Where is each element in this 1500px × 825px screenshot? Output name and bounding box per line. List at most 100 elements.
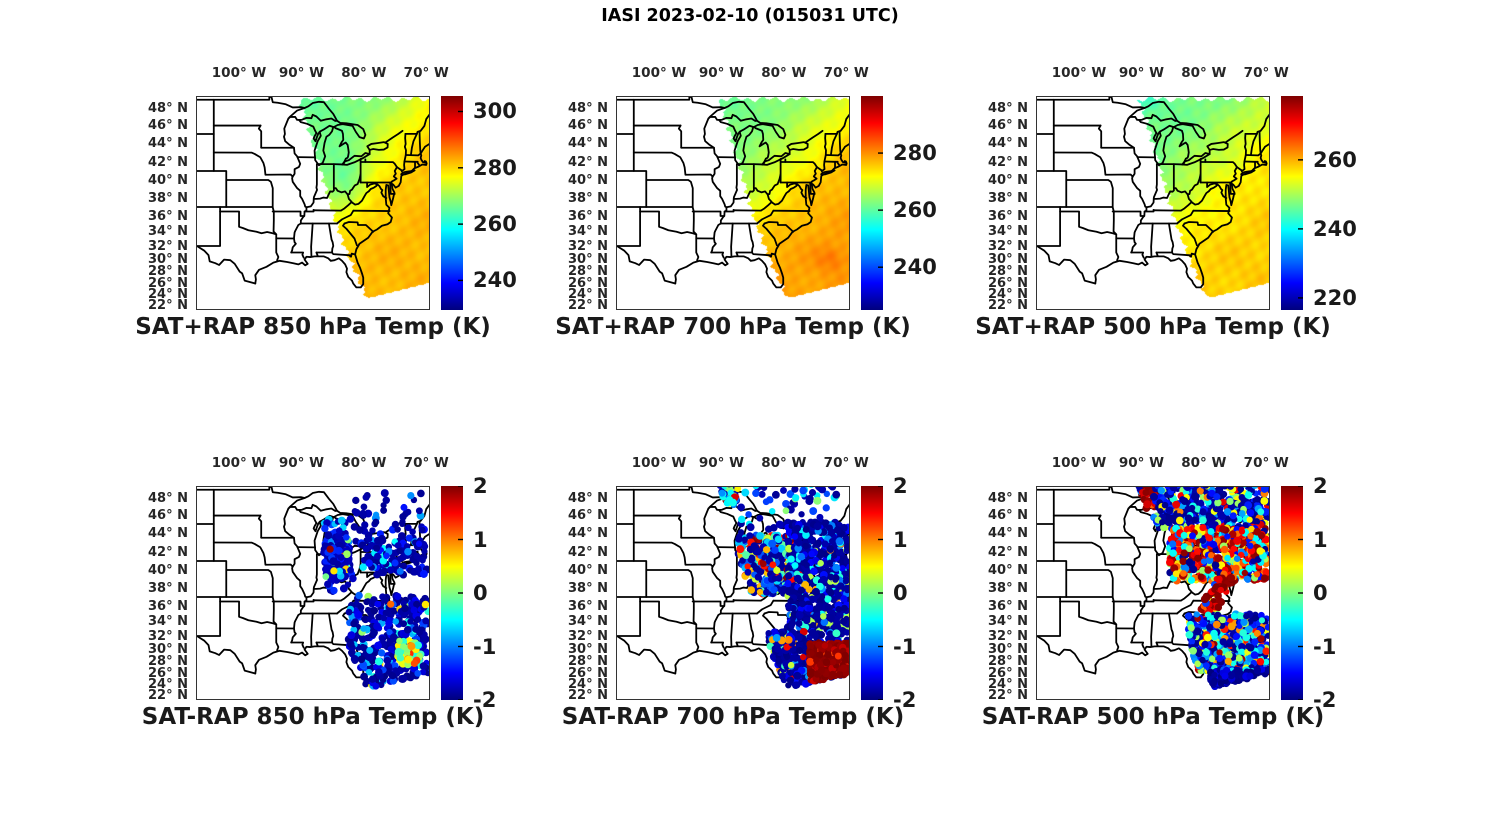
figure-title: IASI 2023-02-10 (015031 UTC) [601,6,899,26]
lat-tick-label: 40° N [988,172,1028,188]
lat-tick-label: 44° N [568,135,608,151]
lon-tick-label: 100° W [1051,65,1107,81]
lon-tick-label: 100° W [211,455,267,471]
lat-tick-label: 42° N [988,544,1028,560]
lat-tick-label: 38° N [148,580,188,596]
lat-tick-label: 26° N [148,665,188,681]
panel-title: SAT-RAP 850 hPa Temp (K) [141,704,485,730]
lon-tick-label: 100° W [631,455,687,471]
lon-tick-label: 80° W [761,455,807,471]
cbar-tick-label: -1 [1313,634,1337,659]
lat-tick-label: 36° N [988,598,1028,614]
lat-tick-label: 28° N [568,653,608,669]
lat-tick-label: 36° N [148,208,188,224]
lat-tick-label: 34° N [568,613,608,629]
panel-title: SAT+RAP 700 hPa Temp (K) [555,314,911,340]
lat-tick-label: 28° N [148,653,188,669]
lat-tick-label: 36° N [568,598,608,614]
lat-tick-label: 44° N [148,525,188,541]
lat-tick-label: 42° N [148,544,188,560]
lat-tick-label: 40° N [148,172,188,188]
cbar-tick-label: -2 [893,688,917,712]
lat-tick-label: 32° N [568,238,608,254]
lat-tick-label: 46° N [568,117,608,133]
lat-tick-label: 46° N [148,117,188,133]
cbar-tick-label: 2 [473,474,488,498]
cbar-tick-label: -1 [473,634,497,659]
cbar-tick-label: 0 [1313,581,1328,605]
lat-tick-label: 30° N [568,641,608,657]
lat-tick-label: 40° N [568,172,608,188]
lat-tick-label: 24° N [568,676,608,692]
cbar-tick-label: 1 [473,527,488,552]
lat-tick-label: 40° N [988,562,1028,578]
colorbar [1281,486,1303,700]
lat-tick-label: 42° N [988,154,1028,170]
cbar-tick-label: 240 [1313,216,1357,241]
lat-tick-label: 24° N [568,286,608,302]
lat-tick-label: 28° N [148,263,188,279]
lat-tick-label: 36° N [148,598,188,614]
cbar-tick-label: 300 [473,99,517,124]
panel-title: SAT+RAP 850 hPa Temp (K) [135,314,491,340]
lat-tick-label: 30° N [148,251,188,267]
lat-tick-label: 26° N [148,275,188,291]
lon-tick-label: 100° W [631,65,687,81]
lon-tick-label: 90° W [278,65,325,81]
lon-tick-label: 70° W [403,65,449,81]
map-canvas [1036,96,1270,310]
map-canvas [1036,486,1270,700]
lat-tick-label: 30° N [988,251,1028,267]
colorbar [861,486,883,700]
lon-tick-label: 80° W [341,455,387,471]
panel-sat-minus-rap-850: SAT-RAP 850 hPa Temp (K) 100° W 90° W 80° … [116,441,546,741]
lat-tick-label: 42° N [148,154,188,170]
lat-tick-label: 22° N [568,297,608,313]
lon-tick-label: 80° W [1181,65,1227,81]
cbar-tick-label: 280 [893,141,937,166]
panel-sat-plus-rap-500: SAT+RAP 500 hPa Temp (K) 100° W 90° W 80° … [956,51,1386,351]
cbar-tick-label: 0 [473,581,488,605]
lat-tick-label: 34° N [988,223,1028,239]
panel-title: SAT-RAP 500 hPa Temp (K) [981,704,1325,730]
map-canvas [616,486,850,700]
lat-tick-label: 26° N [988,665,1028,681]
lat-tick-label: 38° N [988,190,1028,206]
lat-tick-label: 24° N [148,286,188,302]
lat-tick-label: 22° N [148,687,188,703]
lon-tick-label: 70° W [1243,65,1289,81]
lat-tick-label: 44° N [148,135,188,151]
lat-tick-label: 36° N [568,208,608,224]
colorbar [441,486,463,700]
lat-tick-label: 46° N [988,117,1028,133]
cbar-tick-label: 280 [473,155,517,180]
cbar-tick-label: -2 [1313,688,1337,712]
lat-tick-label: 38° N [988,580,1028,596]
lat-tick-label: 46° N [988,507,1028,523]
cbar-tick-label: 240 [893,255,937,280]
lat-tick-label: 24° N [148,676,188,692]
cbar-tick-label: 1 [1313,527,1328,552]
lat-tick-label: 36° N [988,208,1028,224]
lat-tick-label: 26° N [568,275,608,291]
lat-tick-label: 28° N [568,263,608,279]
cbar-tick-label: 260 [1313,147,1357,172]
lat-tick-label: 42° N [568,544,608,560]
lat-tick-label: 48° N [988,100,1028,116]
colorbar [1281,96,1303,310]
lat-tick-label: 26° N [568,665,608,681]
lat-tick-label: 22° N [988,687,1028,703]
lat-tick-label: 48° N [148,490,188,506]
lat-tick-label: 28° N [988,263,1028,279]
cbar-tick-label: 2 [1313,474,1328,498]
lat-tick-label: 22° N [568,687,608,703]
lat-tick-label: 38° N [568,580,608,596]
lon-tick-label: 90° W [1118,455,1165,471]
lon-tick-label: 90° W [278,455,325,471]
lat-tick-label: 48° N [568,490,608,506]
lat-tick-label: 32° N [568,628,608,644]
cbar-tick-label: 260 [473,212,517,237]
panel-sat-plus-rap-700: SAT+RAP 700 hPa Temp (K) 100° W 90° W 80° … [536,51,966,351]
cbar-tick-label: 1 [893,527,908,552]
